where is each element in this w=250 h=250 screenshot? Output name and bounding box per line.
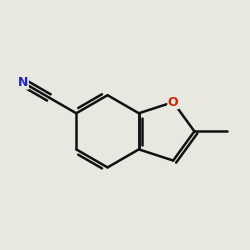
Text: N: N: [18, 76, 28, 89]
Text: O: O: [168, 96, 178, 108]
